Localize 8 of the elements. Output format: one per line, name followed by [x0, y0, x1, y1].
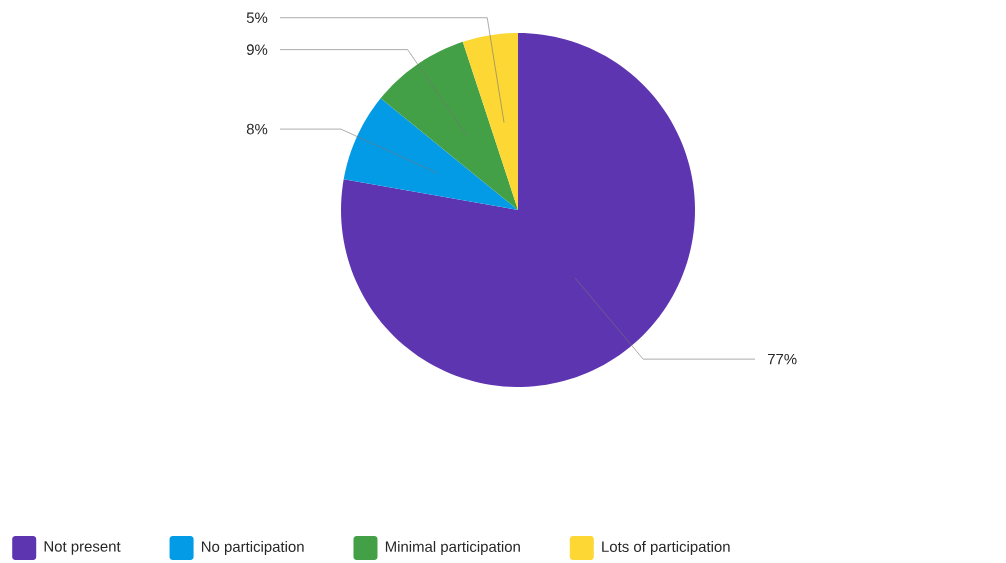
data-label: 8%: [246, 123, 268, 135]
data-label: 9%: [246, 44, 268, 55]
legend-label: Not present: [44, 541, 121, 555]
legend-label: No participation: [201, 541, 304, 555]
data-label: 77%: [767, 353, 797, 365]
legend-label: Minimal participation: [385, 541, 520, 555]
data-label: 5%: [246, 12, 268, 23]
legend-label: Lots of participation: [602, 541, 730, 555]
